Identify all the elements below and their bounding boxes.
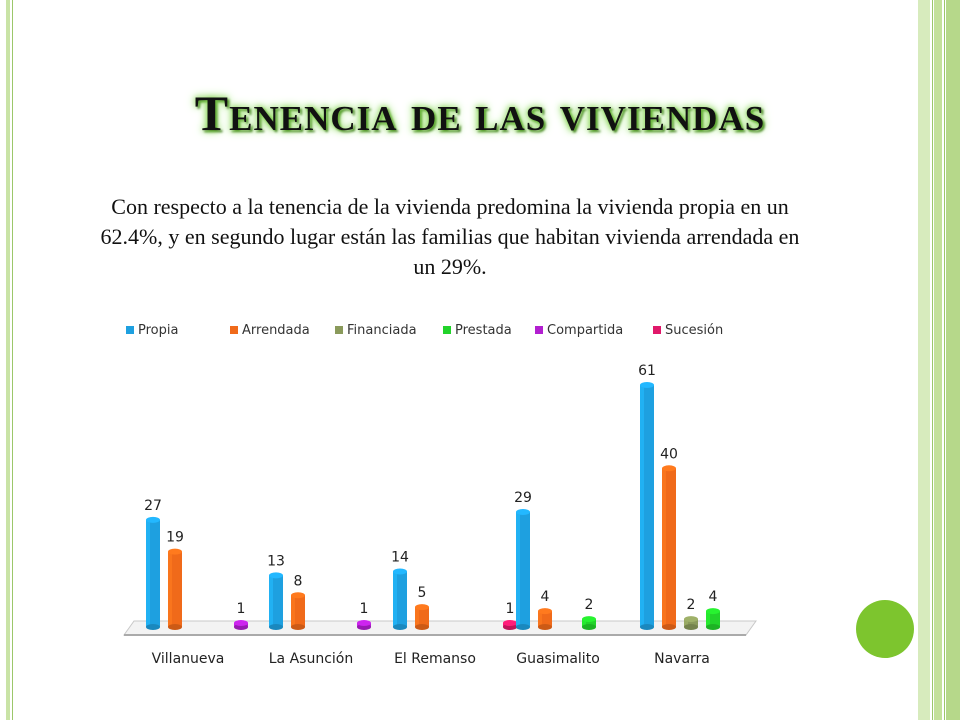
- x-tick-label: El Remanso: [394, 651, 476, 667]
- legend-swatch: [653, 326, 661, 334]
- bar-highlight: [582, 619, 586, 627]
- bar-cap: [582, 616, 596, 623]
- legend-label: Arrendada: [242, 323, 310, 338]
- bar-base: [269, 624, 283, 630]
- bar-cap: [291, 592, 305, 599]
- bar-highlight: [269, 575, 273, 627]
- bar-highlight: [662, 468, 666, 627]
- bar-cap: [640, 382, 654, 388]
- data-label: 1: [237, 601, 246, 617]
- legend-label: Financiada: [347, 323, 417, 338]
- x-tick-label: Villanueva: [152, 651, 225, 667]
- data-label: 8: [294, 573, 303, 589]
- data-label: 4: [541, 589, 550, 605]
- bar-cap: [393, 568, 407, 575]
- bar-cap: [538, 608, 552, 615]
- bar-highlight: [146, 519, 150, 627]
- data-label: 40: [660, 446, 678, 462]
- slide-title: Tenencia de las viviendas: [194, 85, 766, 141]
- right-border-band: [946, 0, 960, 720]
- bar-chart: Propia Arrendada Financiada Prestada Compart…: [123, 323, 757, 667]
- bar-highlight: [415, 607, 419, 627]
- data-label: 5: [418, 585, 427, 601]
- bar-cap: [662, 465, 676, 472]
- bar-cap: [269, 572, 283, 579]
- bar-base: [291, 624, 305, 630]
- bar: [684, 619, 698, 627]
- legend-label: Prestada: [455, 323, 512, 338]
- bar-cap: [146, 516, 160, 523]
- data-label: 19: [166, 530, 184, 546]
- right-border-band: [918, 0, 930, 720]
- legend-swatch: [335, 326, 343, 334]
- bar-highlight: [516, 511, 520, 627]
- bar-cap: [168, 548, 182, 555]
- bar-cap: [516, 508, 530, 515]
- bar-highlight: [538, 611, 542, 627]
- left-border-line: [12, 0, 13, 720]
- bar-base: [393, 624, 407, 630]
- legend-swatch: [126, 326, 134, 334]
- bar-base: [538, 624, 552, 630]
- bar-base: [415, 624, 429, 630]
- legend-swatch: [535, 326, 543, 334]
- bar-highlight: [706, 611, 710, 627]
- right-border-line: [944, 0, 945, 720]
- data-label: 2: [585, 597, 594, 613]
- data-label: 14: [391, 549, 409, 565]
- bar-base: [640, 624, 654, 630]
- data-label: 2: [687, 597, 696, 613]
- data-label: 61: [638, 363, 656, 379]
- bar-base: [516, 624, 530, 630]
- bar-base: [146, 624, 160, 630]
- bar: [582, 619, 596, 627]
- legend-swatch: [443, 326, 451, 334]
- x-tick-label: La Asunción: [269, 651, 353, 667]
- decorative-green-circle: [856, 600, 914, 658]
- bar-highlight: [393, 571, 397, 627]
- data-label: 29: [514, 490, 532, 506]
- bar-cap: [684, 616, 698, 623]
- bar-base: [582, 624, 596, 630]
- data-label: 13: [267, 553, 285, 569]
- chart-floor: [123, 620, 757, 636]
- bar-base: [662, 624, 676, 630]
- slide-body-text: Con respecto a la tenencia de la viviend…: [100, 194, 800, 279]
- bar-base: [168, 624, 182, 630]
- bar-highlight: [684, 619, 688, 627]
- data-label: 4: [709, 589, 718, 605]
- bar-highlight: [640, 385, 644, 627]
- legend-label: Compartida: [547, 323, 623, 338]
- x-tick-label: Guasimalito: [516, 651, 600, 667]
- data-label: 1: [506, 601, 515, 617]
- bar-cap: [415, 604, 429, 611]
- bar-cap: [234, 620, 248, 626]
- bar-cap: [503, 620, 517, 626]
- data-label: 1: [360, 601, 369, 617]
- bar-base: [706, 624, 720, 630]
- right-border-band: [934, 0, 942, 720]
- legend-swatch: [230, 326, 238, 334]
- bar-base: [684, 624, 698, 630]
- left-border: [6, 0, 10, 720]
- legend-label: Propia: [138, 323, 178, 338]
- right-border-line: [932, 0, 933, 720]
- data-label: 27: [144, 498, 162, 514]
- bar-highlight: [291, 595, 295, 627]
- bar-cap: [706, 608, 720, 615]
- x-tick-label: Navarra: [654, 651, 710, 667]
- bar-cap: [357, 620, 371, 626]
- bar-highlight: [168, 551, 172, 627]
- legend-label: Sucesión: [665, 323, 723, 338]
